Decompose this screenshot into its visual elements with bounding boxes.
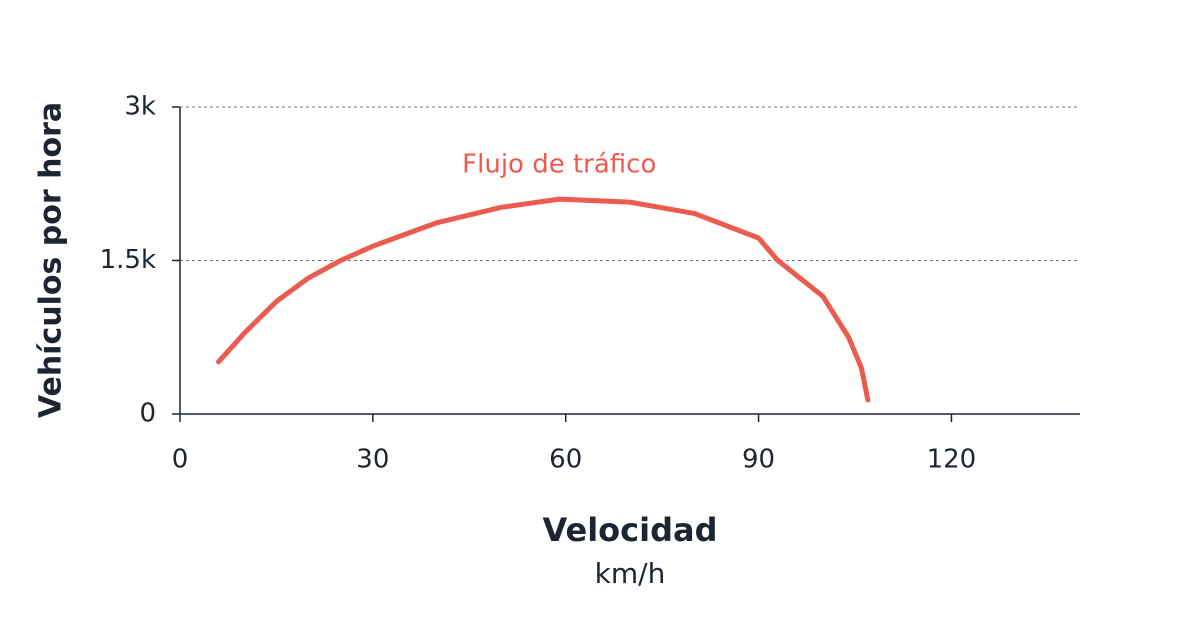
y-tick-label: 1.5k — [100, 245, 156, 275]
series-line — [216, 196, 871, 403]
x-tick-label: 0 — [172, 445, 189, 475]
x-tick-label: 120 — [927, 445, 977, 475]
x-tick-label: 60 — [549, 445, 582, 475]
y-axis-label: Vehículos por hora — [34, 102, 69, 418]
x-axis-label: Velocidad — [542, 511, 717, 549]
y-tick-label: 3k — [124, 92, 156, 122]
y-tick-label: 0 — [139, 399, 156, 429]
series-label: Flujo de tráfico — [462, 150, 656, 180]
x-axis-unit: km/h — [595, 557, 666, 590]
x-tick-label: 30 — [356, 445, 389, 475]
x-tick-label: 90 — [742, 445, 775, 475]
